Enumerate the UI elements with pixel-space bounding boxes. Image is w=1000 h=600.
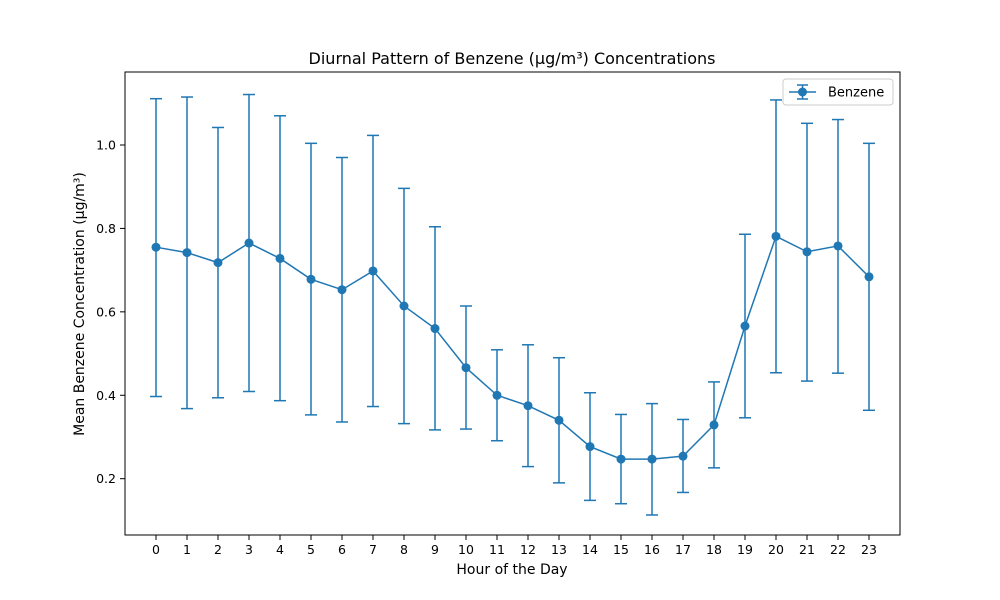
y-axis-label: Mean Benzene Concentration (µg/m³) bbox=[72, 172, 88, 436]
chart-title: Diurnal Pattern of Benzene (µg/m³) Conce… bbox=[309, 49, 716, 68]
data-point bbox=[585, 442, 595, 452]
y-tick-label: 0.2 bbox=[96, 471, 116, 486]
data-point bbox=[244, 238, 254, 248]
x-tick-label: 5 bbox=[307, 542, 315, 557]
x-tick-label: 0 bbox=[152, 542, 160, 557]
x-tick-label: 17 bbox=[675, 542, 691, 557]
data-point bbox=[616, 454, 626, 464]
x-axis: 0 1 2 3 4 5 6 7 8 9 10 11 12 13 14 15 16 17 18 19 20 21 22 23 bbox=[152, 535, 877, 557]
legend-marker bbox=[798, 87, 807, 97]
plot-area bbox=[150, 93, 875, 516]
x-tick-label: 10 bbox=[458, 542, 474, 557]
plot-frame bbox=[124, 71, 901, 536]
x-tick-label: 3 bbox=[245, 542, 253, 557]
x-tick-label: 12 bbox=[520, 542, 536, 557]
data-point bbox=[864, 272, 874, 282]
data-point bbox=[833, 241, 843, 251]
data-point bbox=[554, 415, 564, 425]
data-point bbox=[213, 258, 223, 268]
x-tick-label: 15 bbox=[613, 542, 629, 557]
data-point bbox=[182, 248, 192, 258]
series-line bbox=[155, 235, 870, 460]
x-tick-label: 8 bbox=[400, 542, 408, 557]
data-point bbox=[678, 451, 688, 461]
data-point bbox=[275, 253, 285, 263]
x-tick-label: 18 bbox=[706, 542, 722, 557]
legend: Benzene bbox=[782, 78, 894, 106]
data-point bbox=[740, 321, 750, 331]
y-tick-label: 0.4 bbox=[96, 388, 116, 403]
legend-box bbox=[782, 78, 894, 106]
x-tick-label: 23 bbox=[861, 542, 877, 557]
data-point bbox=[802, 247, 812, 257]
y-tick-label: 0.6 bbox=[96, 304, 116, 319]
x-tick-label: 6 bbox=[338, 542, 346, 557]
data-point bbox=[647, 454, 657, 464]
y-axis: 0.2 0.4 0.6 0.8 1.0 bbox=[96, 137, 125, 486]
x-tick-label: 9 bbox=[431, 542, 439, 557]
y-tick-label: 0.8 bbox=[96, 221, 116, 236]
x-tick-label: 20 bbox=[768, 542, 784, 557]
x-tick-label: 16 bbox=[644, 542, 660, 557]
data-point bbox=[492, 390, 502, 400]
y-tick-label: 1.0 bbox=[96, 137, 116, 152]
data-point bbox=[306, 274, 316, 284]
x-tick-label: 2 bbox=[214, 542, 222, 557]
x-tick-label: 1 bbox=[183, 542, 191, 557]
data-point bbox=[771, 231, 781, 241]
x-tick-label: 21 bbox=[799, 542, 815, 557]
data-point bbox=[430, 324, 440, 334]
x-tick-label: 14 bbox=[582, 542, 598, 557]
data-point bbox=[368, 266, 378, 276]
x-axis-label: Hour of the Day bbox=[456, 562, 567, 578]
legend-label: Benzene bbox=[828, 86, 884, 101]
x-tick-label: 13 bbox=[551, 542, 567, 557]
x-tick-label: 22 bbox=[830, 542, 846, 557]
x-tick-label: 4 bbox=[276, 542, 284, 557]
x-tick-label: 7 bbox=[369, 542, 377, 557]
data-point bbox=[151, 242, 161, 252]
data-point bbox=[399, 301, 409, 311]
x-tick-label: 11 bbox=[489, 542, 505, 557]
data-point bbox=[461, 363, 471, 373]
data-point bbox=[523, 401, 533, 411]
data-point bbox=[337, 285, 347, 295]
data-point bbox=[709, 420, 719, 430]
x-tick-label: 19 bbox=[737, 542, 753, 557]
